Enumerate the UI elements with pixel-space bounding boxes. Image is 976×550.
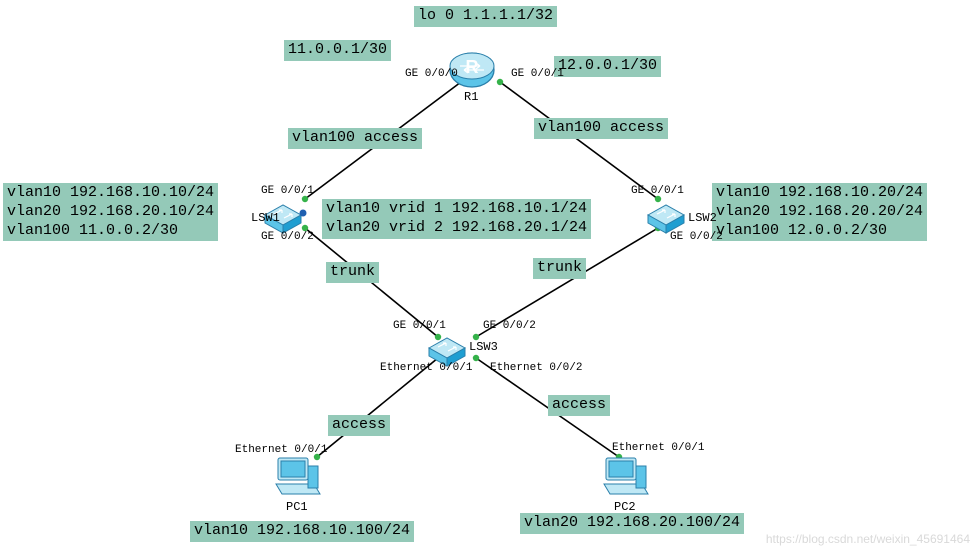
- nodelabel-pc1: PC1: [286, 500, 308, 514]
- label-pc1cfg: vlan10 192.168.10.100/24: [190, 521, 414, 542]
- port-PC2-5: Ethernet 0/0/1: [612, 442, 704, 454]
- pc2-device: [604, 458, 648, 494]
- label-access_l: access: [328, 415, 390, 436]
- nodelabel-pc2: PC2: [614, 500, 636, 514]
- svg-text:R: R: [466, 57, 479, 77]
- label-r1_right: 12.0.0.1/30: [554, 56, 661, 77]
- link-R1-LSW2: [500, 82, 658, 199]
- label-vlan100_l: vlan100 access: [288, 128, 422, 149]
- label-access_r: access: [548, 395, 610, 416]
- nodelabel-lsw1: LSW1: [251, 211, 280, 225]
- label-trunk_r: trunk: [533, 258, 586, 279]
- label-vlan100_r: vlan100 access: [534, 118, 668, 139]
- nodelabel-r1: R1: [464, 90, 478, 104]
- port-LSW3-5: Ethernet 0/0/2: [490, 362, 582, 374]
- pc1-device: [276, 458, 320, 494]
- lsw2-device: [648, 205, 684, 233]
- label-trunk_l: trunk: [326, 262, 379, 283]
- lsw1-starpoint: [300, 210, 307, 217]
- port-R1-1: GE 0/0/1: [511, 68, 564, 80]
- watermark: https://blog.csdn.net/weixin_45691464: [766, 532, 970, 546]
- port-LSW3-4: Ethernet 0/0/1: [380, 362, 472, 374]
- label-pc2cfg: vlan20 192.168.20.100/24: [520, 513, 744, 534]
- label-lo0: lo 0 1.1.1.1/32: [414, 6, 557, 27]
- nodelabel-lsw3: LSW3: [469, 340, 498, 354]
- port-LSW2-3: GE 0/0/2: [670, 231, 723, 243]
- port-LSW2-1: GE 0/0/1: [631, 185, 684, 197]
- label-vrid: vlan10 vrid 1 192.168.10.1/24 vlan20 vri…: [322, 199, 591, 239]
- label-lsw2cfg: vlan10 192.168.10.20/24 vlan20 192.168.2…: [712, 183, 927, 241]
- label-r1_left: 11.0.0.1/30: [284, 40, 391, 61]
- port-LSW3-2: GE 0/0/1: [393, 320, 446, 332]
- port-LSW1-0: GE 0/0/1: [261, 185, 314, 197]
- label-lsw1cfg: vlan10 192.168.10.10/24 vlan20 192.168.2…: [3, 183, 218, 241]
- port-PC1-4: Ethernet 0/0/1: [235, 444, 327, 456]
- nodelabel-lsw2: LSW2: [688, 211, 717, 225]
- port-R1-0: GE 0/0/0: [405, 68, 458, 80]
- port-LSW3-3: GE 0/0/2: [483, 320, 536, 332]
- port-LSW1-2: GE 0/0/2: [261, 231, 314, 243]
